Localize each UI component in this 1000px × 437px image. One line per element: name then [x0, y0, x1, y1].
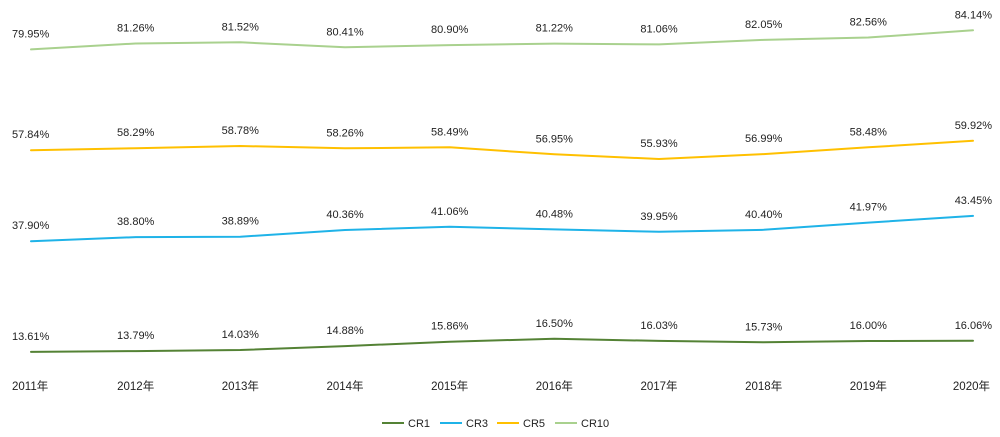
x-tick-label: 2014年: [326, 379, 363, 393]
data-label-cr1: 14.88%: [326, 325, 364, 337]
series-line-cr3: [30, 214, 974, 243]
data-label-cr5: 56.99%: [745, 133, 783, 145]
data-label-cr5: 58.26%: [326, 127, 364, 139]
data-label-cr10: 80.41%: [326, 26, 364, 38]
data-label-cr1: 15.86%: [431, 321, 469, 333]
legend-item-cr3: CR3: [440, 418, 488, 430]
data-label-cr1: 14.03%: [222, 329, 260, 341]
data-label-cr3: 38.89%: [222, 216, 260, 228]
data-label-cr3: 39.95%: [640, 211, 678, 223]
legend-label: CR1: [408, 418, 430, 430]
x-tick-label: 2011年: [12, 379, 48, 393]
data-label-cr10: 80.90%: [431, 24, 469, 36]
legend-label: CR5: [523, 418, 545, 430]
data-label-cr3: 38.80%: [117, 216, 155, 228]
data-label-cr5: 58.78%: [222, 125, 260, 137]
series-line-cr1: [30, 337, 974, 353]
legend-label: CR3: [466, 418, 488, 430]
data-label-cr1: 16.06%: [955, 320, 993, 332]
data-label-cr1: 16.03%: [640, 320, 678, 332]
legend-label: CR10: [581, 418, 609, 430]
data-label-cr5: 55.93%: [640, 138, 678, 150]
data-label-cr10: 81.22%: [536, 23, 574, 35]
data-label-cr3: 43.45%: [955, 195, 993, 207]
data-label-cr3: 40.48%: [536, 208, 574, 220]
x-tick-label: 2020年: [953, 379, 990, 393]
series-line-cr5: [30, 139, 974, 160]
x-tick-label: 2016年: [536, 379, 573, 393]
data-label-cr10: 84.14%: [955, 9, 993, 21]
legend: CR1 CR3 CR5 CR10: [382, 418, 609, 430]
x-tick-label: 2018年: [745, 379, 782, 393]
data-label-cr1: 13.61%: [12, 331, 50, 343]
data-label-cr3: 41.06%: [431, 206, 469, 218]
data-label-cr10: 81.52%: [222, 21, 260, 33]
data-label-cr5: 58.29%: [117, 127, 155, 139]
x-tick-label: 2019年: [850, 379, 887, 393]
data-label-cr3: 37.90%: [12, 220, 50, 232]
data-labels: 13.61% 13.79% 14.03% 14.88% 15.86% 16.50% 16.0…: [12, 9, 992, 343]
data-label-cr3: 40.40%: [745, 209, 783, 221]
legend-item-cr1: CR1: [382, 418, 430, 430]
x-tick-label: 2012年: [117, 379, 154, 393]
legend-item-cr5: CR5: [497, 418, 545, 430]
data-label-cr1: 13.79%: [117, 330, 155, 342]
data-label-cr5: 57.84%: [12, 129, 50, 141]
legend-item-cr10: CR10: [555, 418, 609, 430]
data-label-cr1: 16.00%: [850, 320, 888, 332]
data-label-cr10: 82.05%: [745, 19, 783, 31]
series-line-cr10: [30, 29, 974, 51]
data-label-cr10: 81.26%: [117, 23, 155, 35]
data-label-cr5: 59.92%: [955, 120, 993, 132]
data-label-cr5: 58.49%: [431, 126, 469, 138]
x-tick-label: 2015年: [431, 379, 468, 393]
data-label-cr3: 41.97%: [850, 202, 888, 214]
data-label-cr1: 16.50%: [536, 318, 574, 330]
data-label-cr5: 58.48%: [850, 126, 888, 138]
data-label-cr5: 56.95%: [536, 133, 574, 145]
x-tick-label: 2017年: [640, 379, 677, 393]
data-label-cr3: 40.36%: [326, 209, 364, 221]
series-lines: [30, 29, 974, 353]
x-axis: 2011年 2012年 2013年 2014年 2015年 2016年 2017年 2018年…: [12, 379, 990, 393]
data-label-cr10: 82.56%: [850, 17, 888, 29]
data-label-cr10: 79.95%: [12, 28, 50, 40]
data-label-cr10: 81.06%: [640, 23, 678, 35]
x-tick-label: 2013年: [222, 379, 259, 393]
data-label-cr1: 15.73%: [745, 321, 783, 333]
